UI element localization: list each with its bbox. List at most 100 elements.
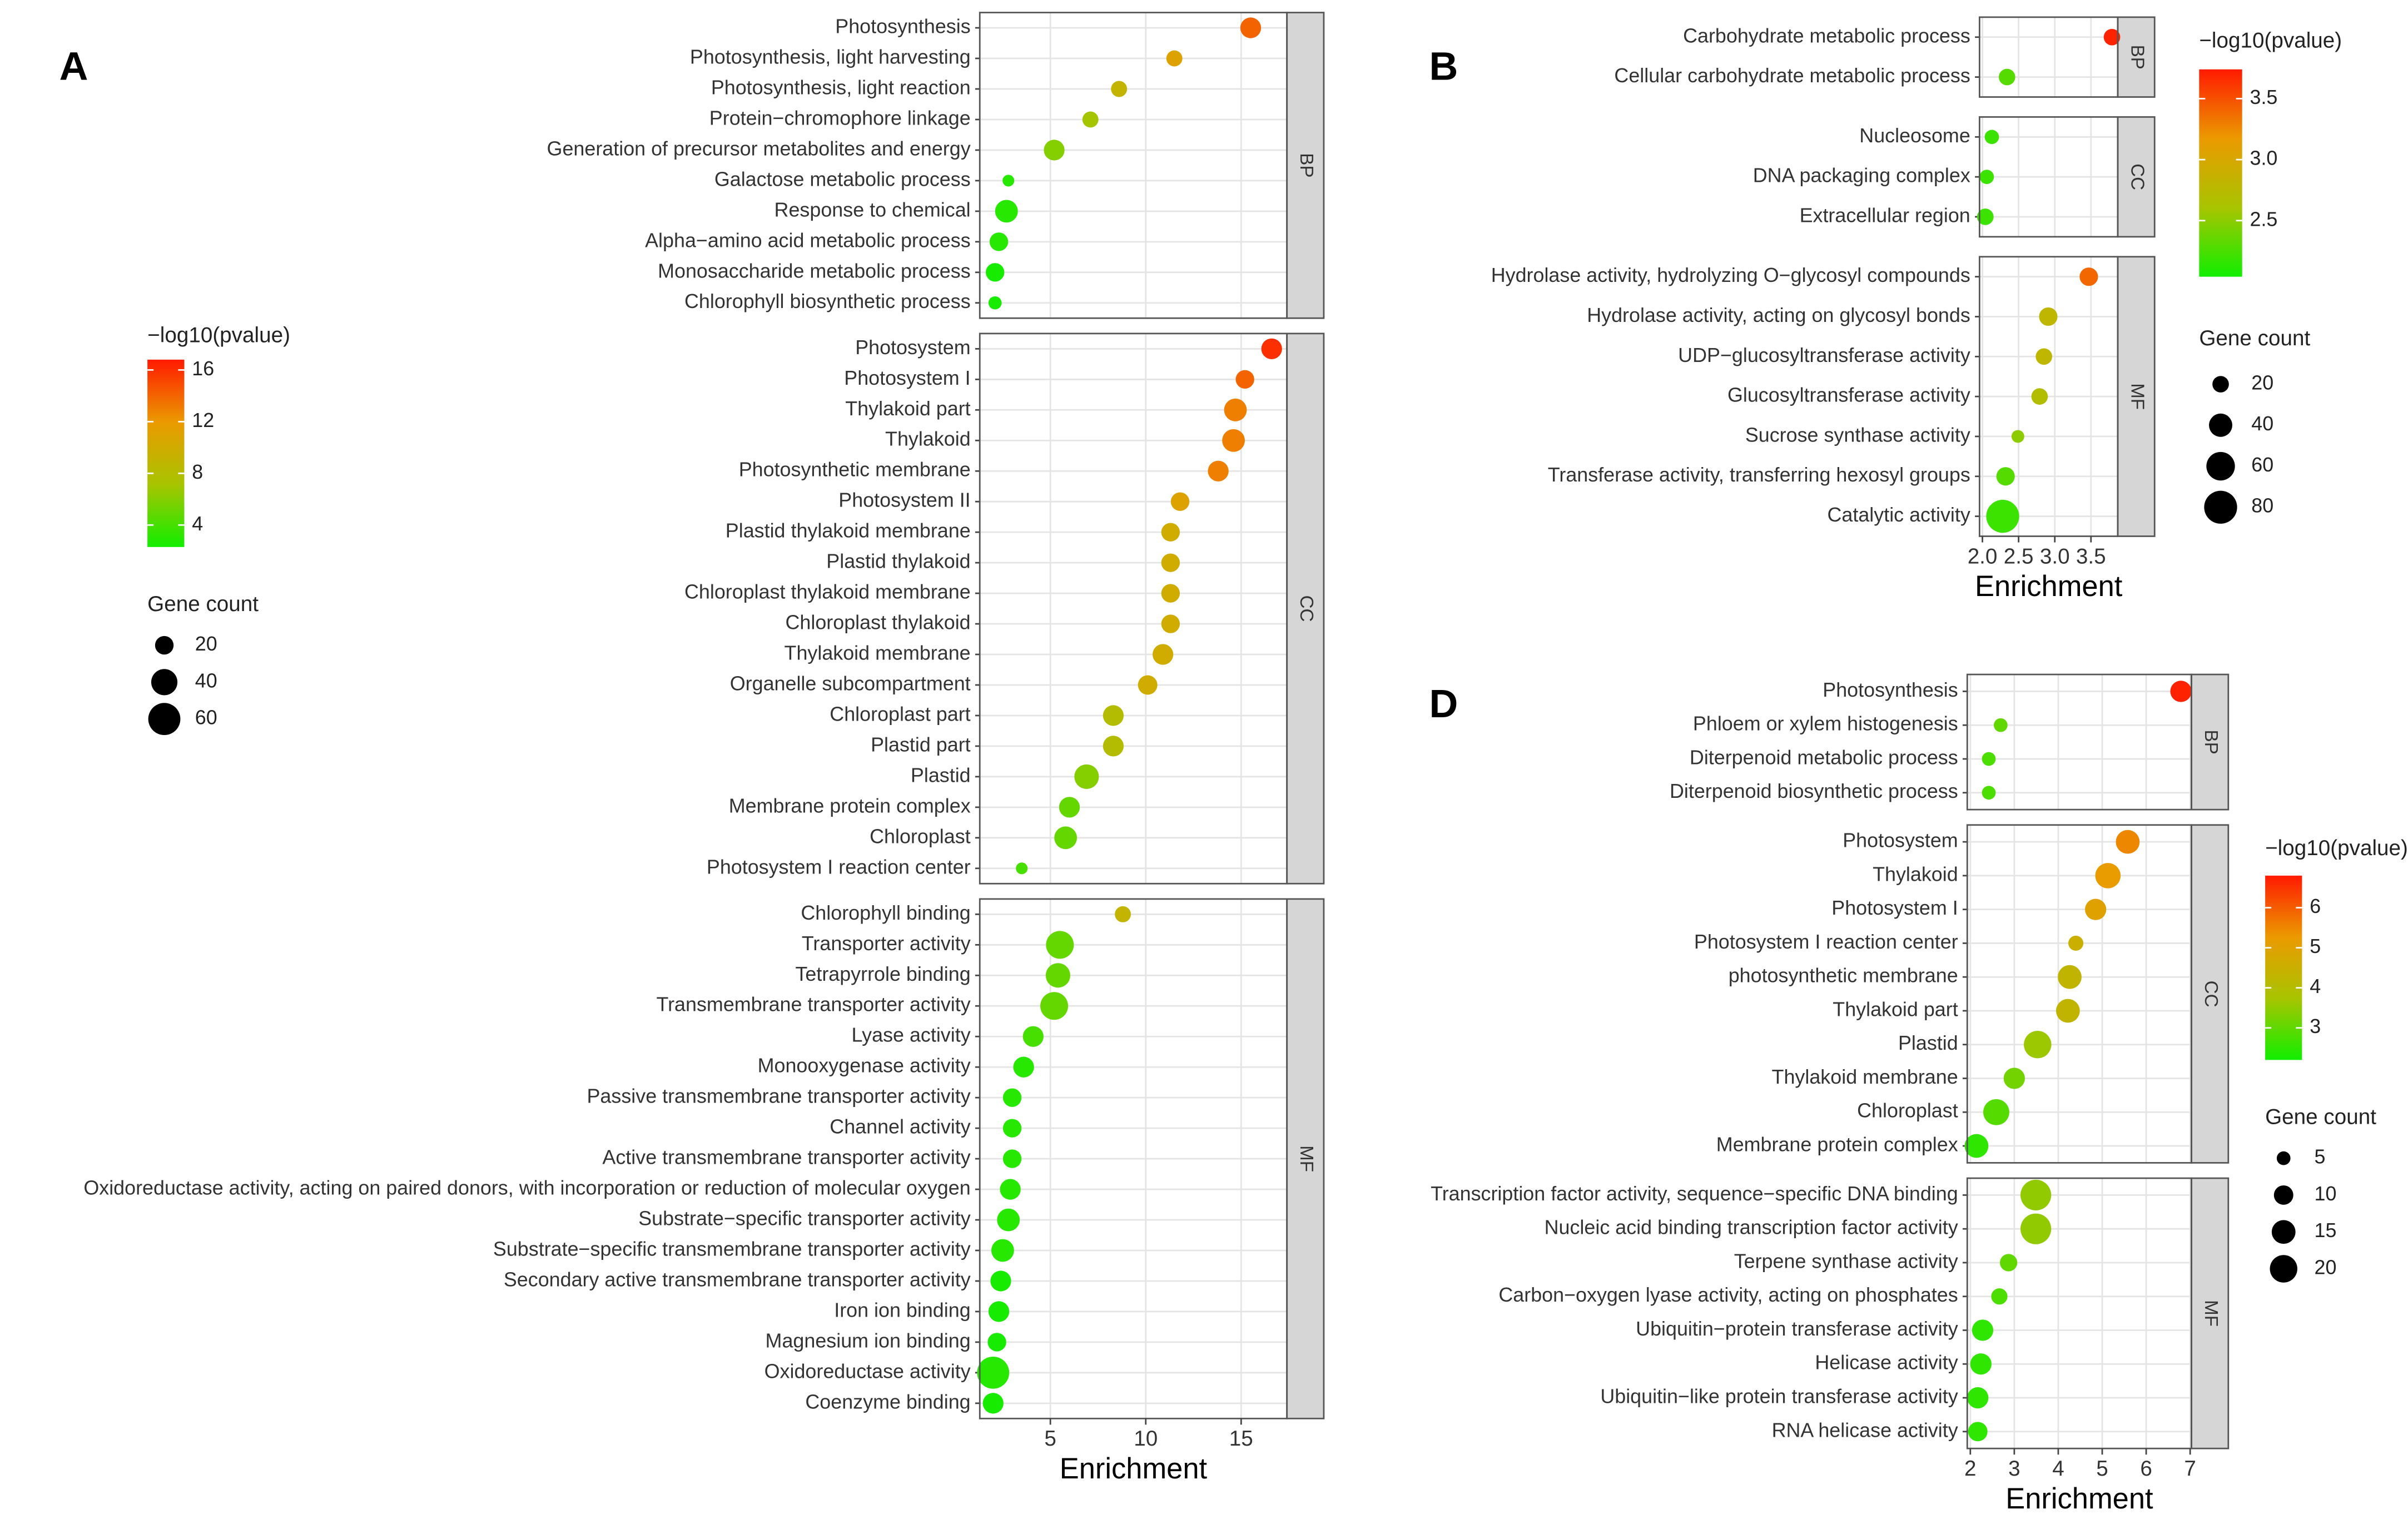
dot — [1074, 764, 1099, 789]
category-label: Chloroplast — [1857, 1100, 1958, 1122]
colorbar-tick-label: 3.0 — [2250, 147, 2278, 170]
dot — [2095, 863, 2121, 888]
dot — [982, 1393, 1004, 1414]
x-tick-label: 2.0 — [1968, 544, 1998, 568]
category-label: Coenzyme binding — [805, 1391, 970, 1413]
strip-label: MF — [2127, 383, 2147, 410]
x-tick-label: 3.0 — [2040, 544, 2070, 568]
category-label: Nucleic acid binding transcription facto… — [1545, 1217, 1958, 1239]
dot — [1979, 170, 1994, 184]
category-label: Ubiquitin−protein transferase activity — [1636, 1318, 1958, 1340]
dot — [995, 200, 1018, 223]
panel-background — [1967, 674, 2192, 810]
dot — [1982, 786, 1996, 800]
colorbar-title: −log10(pvalue) — [2265, 836, 2408, 860]
strip — [1286, 12, 1325, 319]
category-label: Diterpenoid metabolic process — [1690, 746, 1958, 768]
strip-label: CC — [2127, 163, 2147, 190]
category-label: Magnesium ion binding — [766, 1329, 971, 1352]
strip-label: CC — [1296, 595, 1317, 622]
panel-background — [980, 333, 1287, 884]
dot — [1996, 467, 2015, 486]
panel-border — [1978, 16, 2119, 98]
category-label: Membrane protein complex — [1716, 1134, 1958, 1156]
colorbar-tick-label: 2.5 — [2250, 208, 2278, 230]
size-legend-label: 80 — [2251, 495, 2273, 517]
dot — [1082, 111, 1099, 128]
dot — [2024, 1031, 2052, 1059]
dot — [1059, 797, 1080, 818]
category-label: Thylakoid membrane — [785, 642, 971, 664]
colorbar-tick-label: 3 — [2310, 1015, 2321, 1037]
category-label: Generation of precursor metabolites and … — [547, 137, 971, 160]
strip — [1286, 898, 1325, 1419]
category-label: Oxidoreductase activity — [764, 1360, 971, 1382]
dot — [1161, 553, 1180, 572]
category-label: Response to chemical — [774, 198, 971, 221]
category-label: Secondary active transmembrane transport… — [504, 1268, 971, 1290]
category-label: Photosystem I reaction center — [707, 856, 971, 878]
dot — [1967, 1387, 1989, 1409]
dot — [1991, 1288, 2008, 1305]
category-label: Plastid thylakoid membrane — [726, 520, 971, 542]
dot — [1222, 429, 1245, 452]
strip-label: MF — [2201, 1300, 2221, 1327]
category-label: Carbon−oxygen lyase activity, acting on … — [1498, 1284, 1958, 1306]
strip — [1286, 332, 1325, 885]
x-tick-label: 5 — [1044, 1427, 1056, 1451]
strip-label: BP — [1296, 153, 1317, 177]
category-label: Alpha−amino acid metabolic process — [645, 229, 971, 251]
category-label: Plastid thylakoid — [826, 550, 970, 573]
dot — [1045, 963, 1070, 988]
size-legend-dot — [2209, 413, 2232, 437]
category-label: Plastid — [1898, 1032, 1958, 1054]
x-tick-label: 7 — [2184, 1457, 2196, 1481]
colorbar-tick-label: 16 — [192, 358, 214, 380]
dot — [989, 232, 1009, 251]
dot — [2011, 430, 2024, 443]
category-label: Active transmembrane transporter activit… — [602, 1146, 970, 1169]
size-legend-label: 20 — [2315, 1256, 2337, 1278]
panel-background — [980, 12, 1287, 319]
category-label: Photosystem — [1843, 830, 1958, 852]
category-label: Ubiquitin−like protein transferase activ… — [1600, 1386, 1958, 1408]
dot — [1016, 862, 1028, 875]
size-legend-title: Gene count — [147, 592, 259, 616]
panel-border — [979, 898, 1288, 1419]
category-label: Photosynthesis, light reaction — [711, 76, 971, 98]
category-label: Photosystem II — [838, 489, 970, 512]
category-label: Organelle subcompartment — [730, 672, 971, 694]
dot — [1040, 992, 1069, 1020]
category-label: RNA helicase activity — [1772, 1419, 1958, 1441]
size-legend-title: Gene count — [2199, 326, 2310, 350]
panel-letter: D — [1429, 682, 1458, 726]
dot — [1002, 175, 1015, 187]
dot — [2056, 999, 2080, 1023]
size-legend-label: 20 — [195, 633, 217, 655]
dot — [988, 296, 1002, 310]
dot — [991, 1239, 1014, 1262]
colorbar-tick-label: 4 — [2310, 975, 2321, 997]
category-label: Photosystem I — [1831, 897, 1958, 919]
category-label: Transporter activity — [802, 932, 971, 955]
category-label: Hydrolase activity, hydrolyzing O−glycos… — [1491, 264, 1970, 286]
x-tick-label: 5 — [2096, 1457, 2108, 1481]
dot — [2103, 28, 2121, 46]
x-tick-label: 2 — [1964, 1457, 1977, 1481]
size-legend-dot — [2271, 1220, 2296, 1244]
dot — [2068, 935, 2084, 951]
category-label: Photosynthesis — [835, 16, 970, 38]
dot — [1022, 1026, 1044, 1047]
dot — [988, 1301, 1010, 1322]
dot — [1002, 1149, 1022, 1168]
category-label: Plastid part — [871, 733, 971, 756]
dot — [1986, 499, 2019, 533]
category-label: Transmembrane transporter activity — [657, 994, 971, 1016]
dot — [1972, 1319, 1994, 1341]
size-legend-dot — [2206, 451, 2235, 481]
dot — [2058, 965, 2082, 989]
panel-border — [1966, 1177, 2192, 1449]
dot — [1115, 906, 1131, 922]
dot — [1103, 705, 1124, 726]
